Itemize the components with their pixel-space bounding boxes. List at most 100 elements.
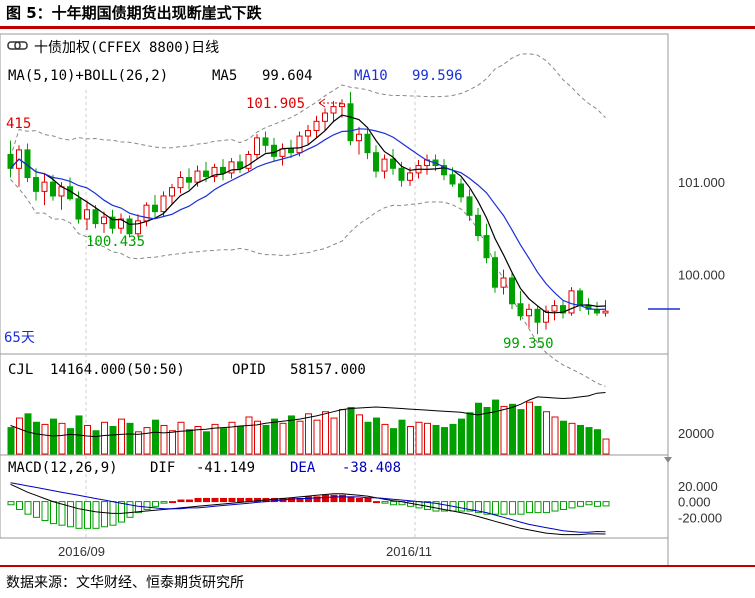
volume-bar — [7, 427, 15, 455]
candle-body — [152, 204, 158, 213]
volume-bar — [458, 418, 465, 455]
candle-body — [50, 181, 56, 197]
volume-bar — [560, 420, 567, 455]
volume-bar — [347, 406, 355, 455]
macd-histogram-bar — [483, 501, 491, 515]
candle-body — [381, 158, 388, 172]
macd-histogram-bar — [330, 494, 338, 503]
ma5-label: MA5 — [212, 68, 237, 84]
macd-histogram-bar — [135, 501, 142, 514]
candle-body — [492, 257, 498, 288]
candle-body — [356, 133, 362, 142]
macd-histogram-bar — [594, 501, 601, 507]
instrument-title: 十债加权(CFFEX 8800)日线 — [34, 40, 219, 56]
candle-body — [407, 172, 413, 181]
candle-body — [211, 166, 218, 178]
volume-bar — [220, 428, 227, 455]
candle-body — [7, 154, 14, 169]
candle-body — [126, 218, 133, 235]
macd-histogram-bar — [203, 497, 210, 503]
volume-bar — [143, 427, 151, 455]
macd-histogram-bar — [228, 497, 236, 503]
volume-bar — [237, 426, 244, 455]
volume-bar — [41, 423, 49, 455]
volume-bar — [466, 412, 474, 455]
title-underline — [0, 26, 755, 29]
low-price-label: 99.350 — [503, 336, 554, 352]
volume-bar — [109, 426, 117, 455]
macd-panel — [7, 482, 610, 536]
ma10-value: 99.596 — [412, 68, 463, 84]
y-tick-label: 0.000 — [678, 495, 711, 510]
volume-bar — [441, 427, 448, 455]
macd-histogram-bar — [517, 501, 525, 515]
chain-link-icon — [7, 41, 28, 50]
opid-value: 58157.000 — [290, 362, 366, 378]
dif-line — [10, 483, 606, 536]
macd-histogram-bar — [313, 496, 321, 503]
macd-histogram-bar — [585, 501, 593, 506]
candle-body — [466, 196, 473, 216]
price-axis: 101.000 100.000 — [678, 175, 725, 282]
macd-histogram-bar — [500, 501, 508, 515]
volume-bar — [288, 415, 295, 455]
macd-histogram-bar — [288, 497, 295, 503]
volume-bar — [16, 417, 23, 455]
volume-bar — [373, 417, 380, 455]
candle-body — [135, 220, 141, 235]
candle-body — [109, 216, 116, 229]
opid-label: OPID — [232, 362, 266, 378]
macd-histogram-bar — [143, 501, 151, 510]
volume-bar — [245, 416, 253, 455]
volume-bar — [313, 419, 321, 455]
candle-body — [449, 174, 456, 185]
macd-histogram-bar — [509, 501, 516, 515]
volume-axis: 20000 — [678, 426, 714, 441]
volume-bar — [194, 426, 202, 455]
candle-body — [84, 209, 90, 220]
volume-bar — [509, 403, 516, 455]
x-tick-label: 2016/11 — [386, 544, 432, 559]
candle-body — [220, 166, 226, 174]
volume-bar — [101, 421, 108, 455]
volume-panel — [7, 392, 610, 455]
macd-histogram-bar — [305, 496, 312, 503]
candle-body — [75, 198, 82, 220]
candle-body — [526, 308, 532, 317]
left-high-label: 415 — [6, 116, 31, 132]
macd-histogram-bar — [16, 501, 23, 510]
macd-histogram-bar — [194, 497, 202, 503]
candle-body — [398, 167, 405, 181]
macd-axis: 20.0000.000-20.000 — [678, 479, 722, 525]
candle-body — [517, 303, 524, 317]
candle-body — [262, 137, 269, 146]
candle-body — [271, 144, 277, 157]
macd-histogram-bar — [322, 494, 329, 503]
candle-body — [160, 195, 167, 213]
volume-bar — [585, 427, 593, 455]
volume-bar — [84, 424, 91, 455]
futures-chart[interactable]: 十债加权(CFFEX 8800)日线 MA(5,10)+BOLL(26,2) M… — [0, 30, 755, 565]
volume-bar — [483, 406, 491, 455]
volume-bar — [262, 424, 270, 455]
macd-histogram-bar — [101, 501, 108, 528]
macd-histogram-bar — [24, 501, 32, 515]
dif-label: DIF — [150, 460, 175, 476]
collapse-triangle-icon[interactable] — [664, 457, 672, 463]
price-panel — [7, 53, 609, 387]
macd-histogram-bar — [339, 494, 346, 503]
volume-bar — [407, 426, 414, 455]
volume-bar — [339, 409, 346, 455]
dea-line — [10, 482, 606, 533]
volume-bar — [330, 417, 338, 455]
macd-histogram-bar — [75, 501, 83, 529]
macd-histogram-bar — [534, 501, 542, 514]
source-note: 数据来源：文华财经、恒泰期货研究所 — [6, 575, 244, 591]
macd-histogram-bar — [7, 501, 15, 506]
candle-body — [296, 135, 303, 154]
span-days-label: 65天 — [4, 330, 35, 346]
macd-histogram-bar — [373, 501, 380, 504]
macd-histogram-bar — [475, 501, 482, 514]
volume-bar — [322, 411, 329, 455]
candle-body — [339, 103, 345, 108]
